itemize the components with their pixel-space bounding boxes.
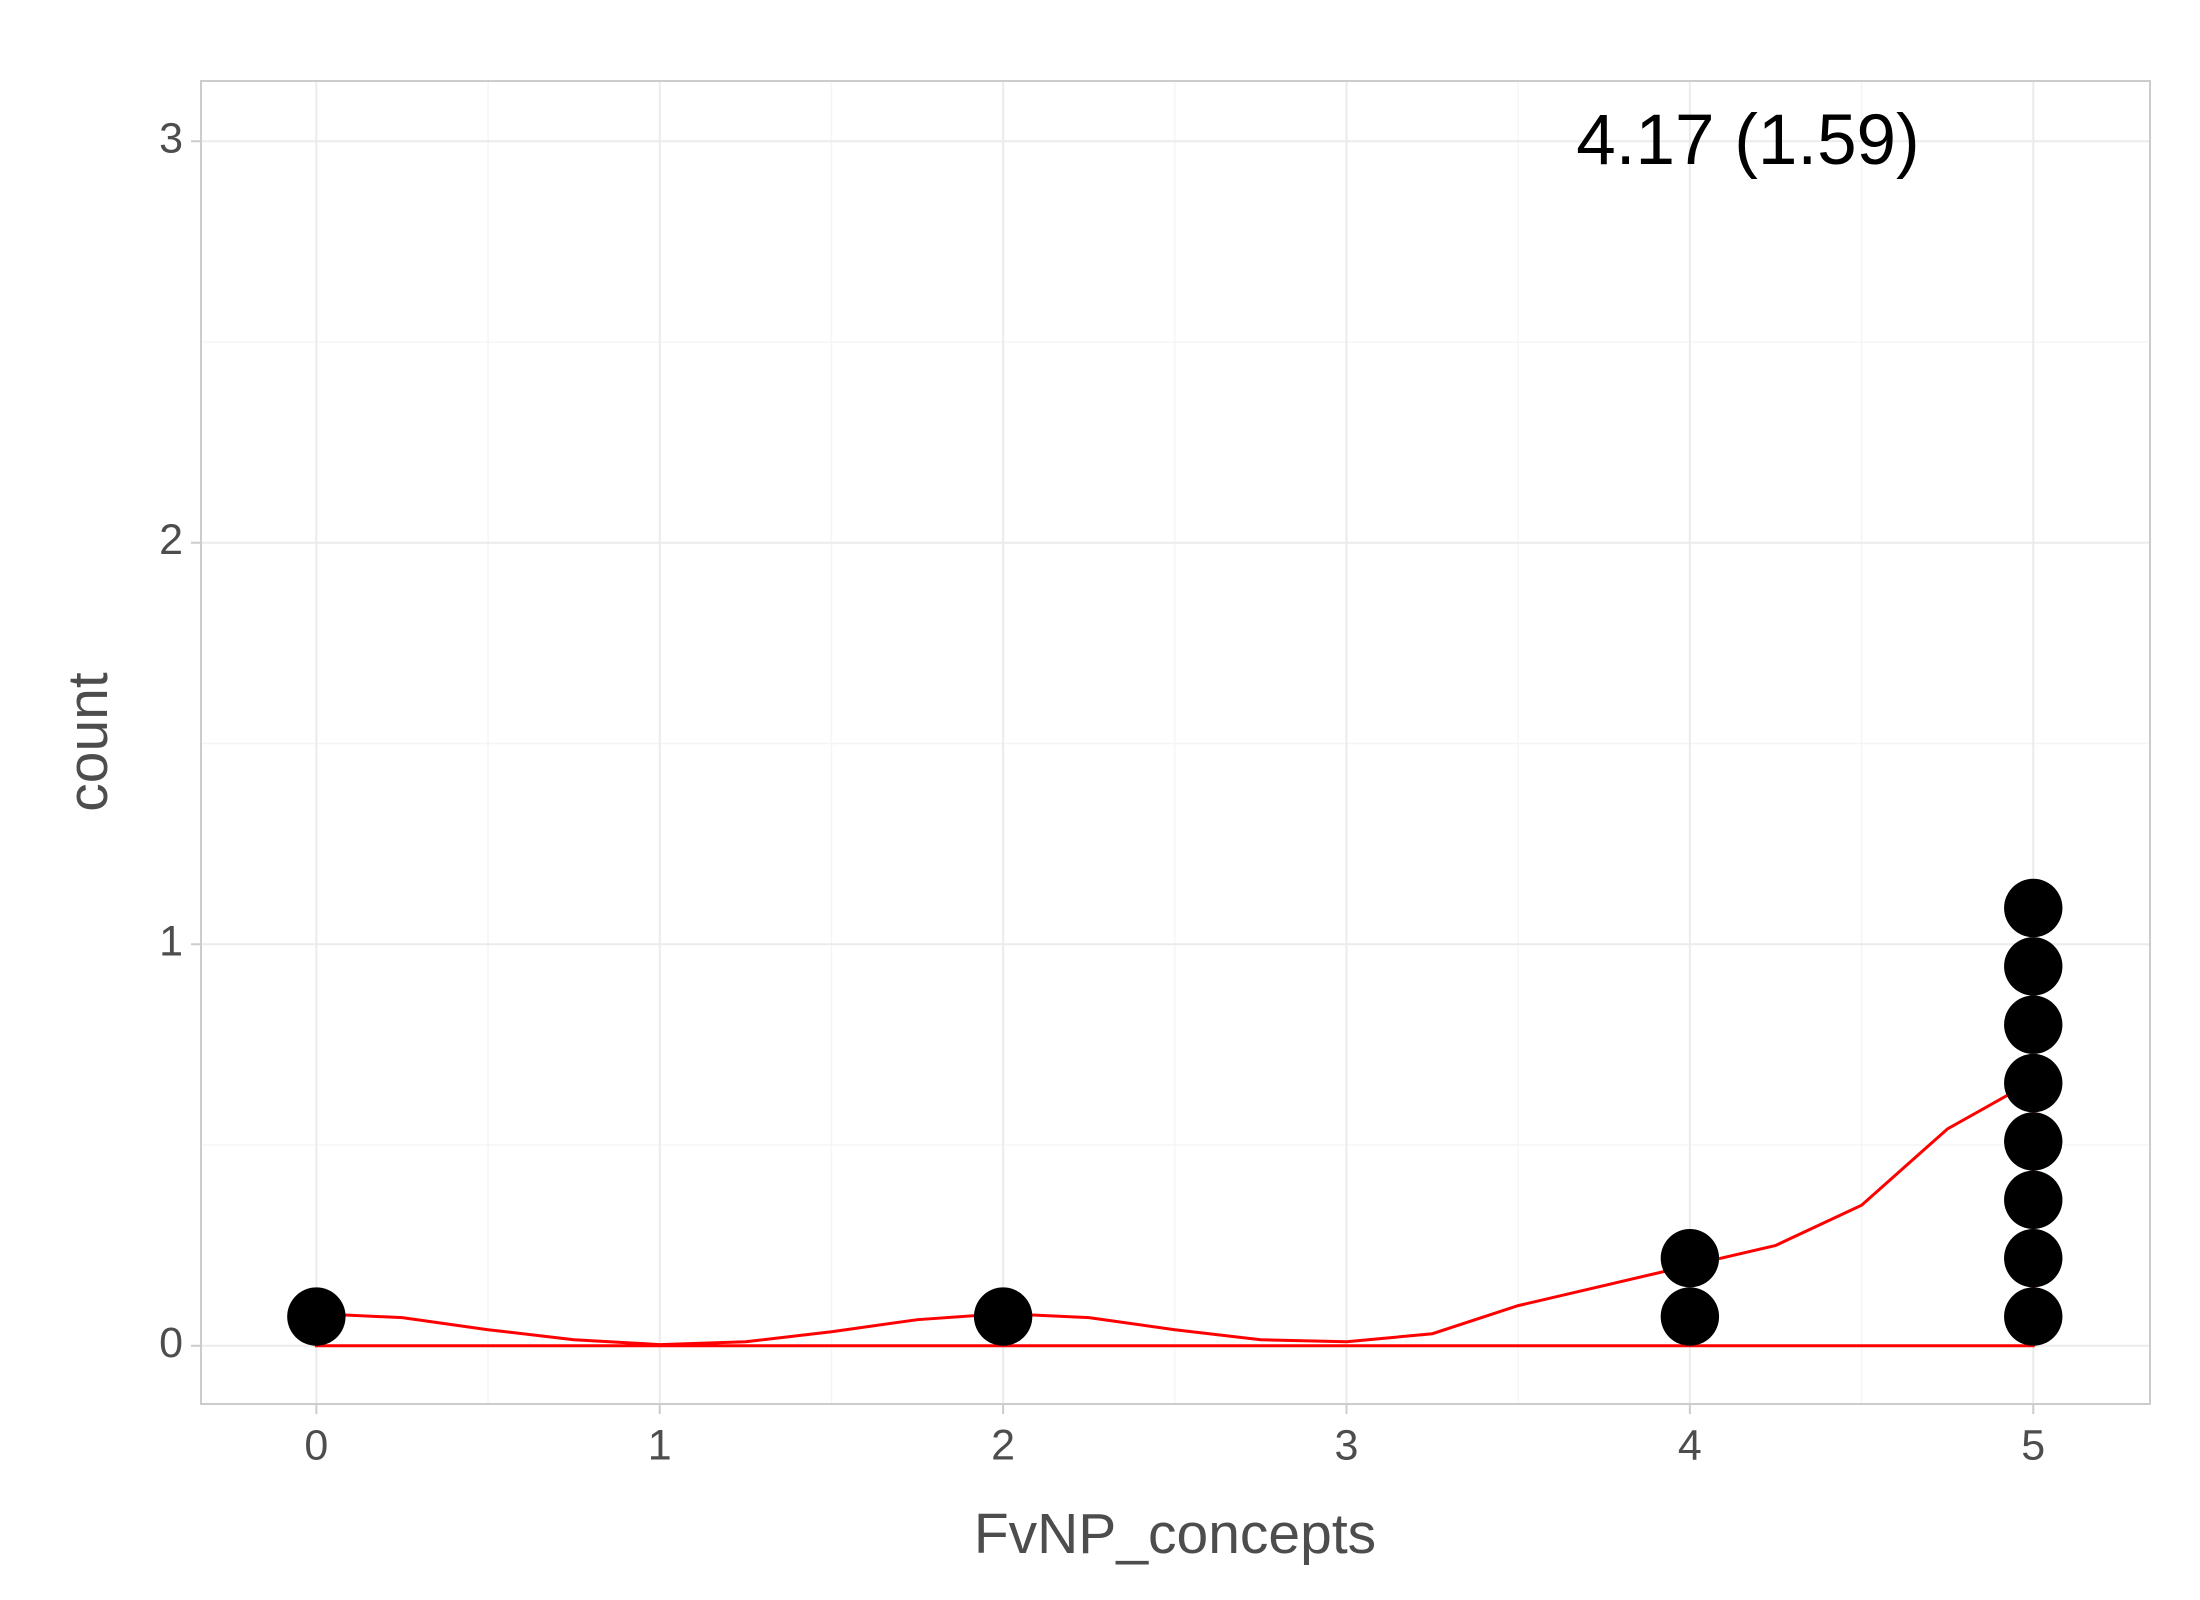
dot [1660, 1287, 1720, 1346]
panel-border [200, 80, 2151, 1405]
dot [2004, 995, 2063, 1054]
x-tick-label: 0 [304, 1421, 328, 1469]
dot [2004, 1229, 2063, 1288]
y-tick-label: 1 [159, 918, 183, 966]
y-axis-title: count [56, 672, 120, 812]
dot [973, 1287, 1033, 1346]
density-curve [314, 1078, 2035, 1348]
dot [2004, 1053, 2063, 1113]
x-tick-label: 4 [1678, 1421, 1702, 1469]
x-axis-title: FvNP_concepts [974, 1502, 1376, 1566]
dot [287, 1287, 346, 1346]
y-tick-label: 0 [159, 1319, 183, 1367]
dot [2004, 1112, 2063, 1171]
x-tick-label: 5 [2021, 1421, 2045, 1469]
x-tick-label: 1 [648, 1421, 672, 1469]
x-tick-label: 3 [1335, 1421, 1359, 1469]
dot [2004, 1170, 2063, 1230]
annotation: 4.17 (1.59) [1576, 101, 1919, 180]
x-tick-label: 2 [991, 1421, 1015, 1469]
dot [2004, 1287, 2063, 1346]
y-tick-label: 2 [159, 516, 183, 564]
dot [1660, 1229, 1720, 1288]
y-tick-label: 3 [159, 115, 183, 163]
dot [2004, 937, 2063, 996]
dot [2004, 878, 2063, 938]
